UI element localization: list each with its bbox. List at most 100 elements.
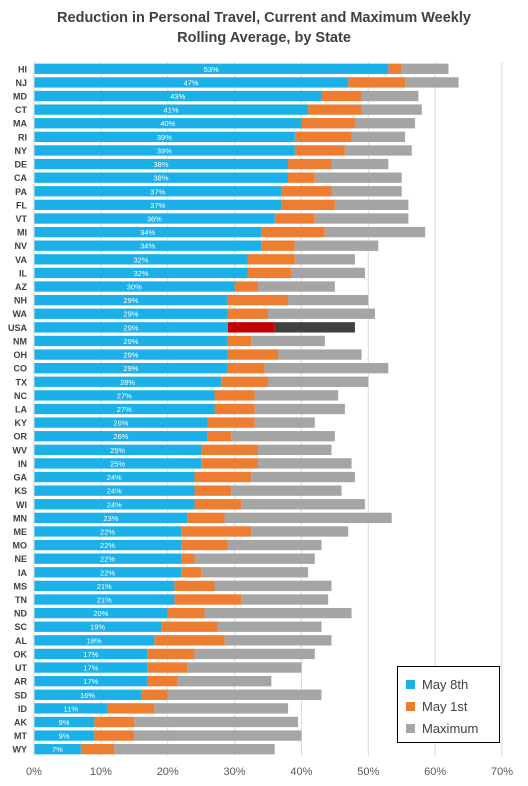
category-label: MT: [14, 731, 27, 741]
category-label: VA: [15, 255, 27, 265]
data-label: 22%: [100, 555, 115, 564]
bar-may8: [34, 104, 309, 115]
bar-may1: [181, 553, 195, 564]
category-label: OR: [14, 432, 28, 442]
bar-may8: [34, 349, 228, 360]
category-label: CO: [14, 364, 28, 374]
bar-maximum: [288, 294, 369, 306]
legend-swatch-may8: [406, 679, 415, 689]
bar-may8: [34, 553, 182, 564]
bar-maximum: [251, 471, 355, 483]
bar-may8: [34, 607, 168, 619]
bar-maximum: [294, 254, 355, 265]
data-label: 22%: [100, 541, 115, 550]
bar-may1: [174, 594, 242, 605]
x-tick-label: 70%: [491, 766, 513, 778]
data-label: 27%: [117, 405, 132, 414]
category-label: NY: [14, 146, 27, 156]
bar-may8: [34, 281, 235, 292]
bar-maximum: [278, 349, 362, 360]
bar-may1: [187, 512, 225, 524]
data-label: 38%: [154, 174, 169, 183]
data-label: 24%: [107, 473, 122, 482]
category-label: MD: [13, 92, 27, 102]
bar-may1: [247, 267, 292, 279]
category-label: MN: [13, 513, 27, 523]
data-label: 27%: [117, 391, 132, 400]
category-label: MA: [13, 119, 27, 129]
bar-may1: [247, 254, 295, 265]
legend-swatch-may1: [406, 701, 415, 711]
category-label: OH: [14, 350, 28, 360]
data-label: 22%: [100, 568, 115, 577]
bar-may8: [34, 417, 208, 428]
bar-may1: [194, 485, 232, 496]
bar-may8: [34, 77, 349, 88]
bar-maximum: [214, 580, 332, 592]
category-label: HI: [18, 64, 27, 74]
bar-maximum: [401, 63, 449, 74]
category-label: NC: [14, 391, 27, 401]
category-label: MI: [17, 228, 27, 238]
bar-may1: [94, 730, 135, 741]
bar-may8: [34, 471, 195, 483]
bar-may1: [181, 567, 202, 578]
bar-may8: [34, 716, 95, 728]
data-label: 43%: [170, 92, 185, 101]
bar-may8: [34, 335, 228, 347]
bar-may8: [34, 90, 322, 102]
x-tick-label: 30%: [224, 766, 246, 778]
chart-title: Reduction in Personal Travel, Current an…: [0, 8, 528, 48]
x-tick-label: 40%: [290, 766, 312, 778]
bar-may8: [34, 390, 215, 401]
category-label: ID: [18, 704, 28, 714]
category-label: AZ: [15, 282, 27, 292]
bar-may1: [207, 417, 255, 428]
bar-may1: [147, 662, 188, 673]
category-label: SC: [14, 622, 27, 632]
bar-may1: [294, 145, 345, 156]
legend-label-may1: May 1st: [422, 698, 468, 714]
data-label: 21%: [97, 596, 112, 605]
bar-maximum: [167, 689, 322, 700]
bar-may8: [34, 675, 148, 687]
bar-maximum: [361, 90, 419, 102]
x-tick-label: 0%: [26, 766, 42, 778]
x-tick-label: 10%: [90, 766, 112, 778]
bar-may1: [194, 471, 252, 483]
bar-may1: [140, 689, 168, 700]
bar-may8: [34, 431, 208, 442]
bar-may8: [34, 512, 188, 524]
bar-may1: [348, 77, 406, 88]
bar-may1: [201, 458, 258, 469]
bar-may8: [34, 403, 215, 415]
bar-may8: [34, 172, 289, 183]
bar-maximum: [134, 716, 299, 728]
bar-maximum: [405, 77, 459, 88]
bar-maximum: [187, 662, 302, 673]
bar-may8: [34, 308, 228, 319]
bar-maximum: [268, 308, 375, 319]
data-label: 20%: [93, 609, 108, 618]
bar-may1: [388, 63, 402, 74]
bar-may8: [34, 254, 248, 265]
bar-may1: [221, 376, 268, 387]
bar-maximum: [257, 444, 332, 455]
bar-may8: [34, 526, 182, 537]
data-label: 17%: [83, 664, 98, 673]
bar-may8: [34, 240, 262, 251]
data-label: 16%: [80, 691, 95, 700]
bar-maximum: [254, 417, 315, 428]
category-label: KY: [14, 418, 27, 428]
legend-label-may8: May 8th: [422, 676, 469, 692]
data-label: 53%: [204, 65, 219, 74]
bar-may1: [80, 744, 115, 755]
category-label: AR: [14, 677, 27, 687]
bar-may1: [308, 104, 362, 115]
category-label: AL: [15, 636, 27, 646]
data-label: 37%: [150, 187, 165, 196]
bar-maximum: [194, 648, 315, 660]
data-label: 29%: [123, 310, 138, 319]
category-label: OK: [14, 649, 28, 659]
category-label: VT: [15, 214, 27, 224]
